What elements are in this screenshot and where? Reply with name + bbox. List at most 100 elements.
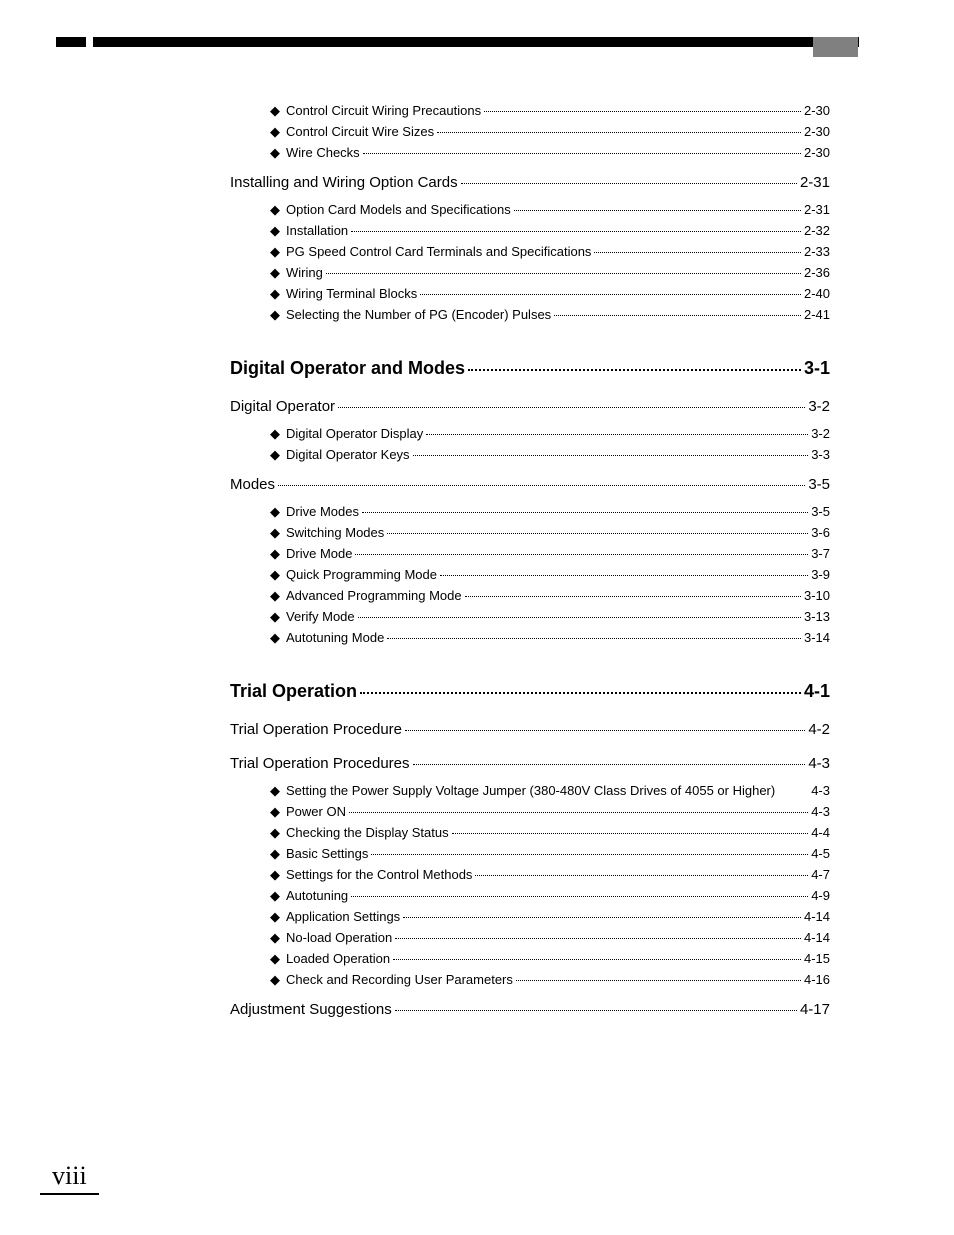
toc-label: Advanced Programming Mode	[286, 585, 462, 606]
toc-sub-item: ◆Basic Settings4-5	[270, 843, 830, 864]
leader-dots	[405, 730, 805, 731]
toc-sub-item: ◆Drive Modes3-5	[270, 501, 830, 522]
toc-label: Installation	[286, 220, 348, 241]
toc-chapter-item: 4 Trial Operation4-1	[230, 676, 830, 706]
toc-page: 3-14	[804, 627, 830, 648]
toc-sub-item: ◆Quick Programming Mode3-9	[270, 564, 830, 585]
toc-page: 2-41	[804, 304, 830, 325]
toc-page: 3-5	[808, 471, 830, 499]
toc-page: 4-15	[804, 948, 830, 969]
toc-sub-item: ◆Verify Mode3-13	[270, 606, 830, 627]
toc-label: Wiring	[286, 262, 323, 283]
toc-sub-item: ◆Control Circuit Wiring Precautions2-30	[270, 100, 830, 121]
page-number-box: viii	[40, 1157, 99, 1195]
toc-page: 3-5	[811, 501, 830, 522]
diamond-icon: ◆	[270, 220, 280, 241]
toc-page: 2-30	[804, 142, 830, 163]
toc-page: 4-14	[804, 927, 830, 948]
top-border-left	[56, 37, 86, 47]
toc-page: 4-3	[808, 750, 830, 778]
toc-sub-item: ◆Loaded Operation4-15	[270, 948, 830, 969]
toc-label: Trial Operation Procedure	[230, 716, 402, 744]
diamond-icon: ◆	[270, 543, 280, 564]
leader-dots	[437, 132, 801, 133]
toc-sub-item: ◆ Autotuning Mode 3-14	[270, 627, 830, 648]
leader-dots	[387, 638, 801, 639]
toc-label: Digital Operator and Modes	[230, 353, 465, 383]
leader-dots	[594, 252, 801, 253]
toc-label: Autotuning	[286, 885, 348, 906]
leader-dots	[461, 183, 797, 184]
leader-dots	[465, 596, 801, 597]
leader-dots	[514, 210, 801, 211]
toc-sub-item: ◆Settings for the Control Methods4-7	[270, 864, 830, 885]
toc-page: 2-30	[804, 100, 830, 121]
toc-sub-item: ◆Power ON4-3	[270, 801, 830, 822]
diamond-icon: ◆	[270, 885, 280, 906]
leader-dots	[326, 273, 801, 274]
diamond-icon: ◆	[270, 606, 280, 627]
toc-section-item: Installing and Wiring Option Cards 2-31	[230, 169, 830, 197]
diamond-icon: ◆	[270, 564, 280, 585]
toc-label: Drive Modes	[286, 501, 359, 522]
toc-page: 4-5	[811, 843, 830, 864]
leader-dots	[395, 938, 801, 939]
toc-page: 4-2	[808, 716, 830, 744]
leader-dots	[516, 980, 801, 981]
diamond-icon: ◆	[270, 121, 280, 142]
diamond-icon: ◆	[270, 304, 280, 325]
toc-sub-item: ◆PG Speed Control Card Terminals and Spe…	[270, 241, 830, 262]
toc-page: 2-31	[800, 169, 830, 197]
diamond-icon: ◆	[270, 444, 280, 465]
toc-page: 4-17	[800, 996, 830, 1024]
toc-sub-item: ◆Wire Checks2-30	[270, 142, 830, 163]
toc-section-item: Adjustment Suggestions 4-17	[230, 996, 830, 1024]
toc-section-item: Trial Operation Procedures4-3	[230, 750, 830, 778]
diamond-icon: ◆	[270, 822, 280, 843]
toc-section-item: Modes3-5	[230, 471, 830, 499]
diamond-icon: ◆	[270, 627, 280, 648]
leader-dots	[426, 434, 808, 435]
leader-dots	[440, 575, 808, 576]
leader-dots	[395, 1010, 797, 1011]
toc-label: Autotuning Mode	[286, 627, 384, 648]
toc-label: Loaded Operation	[286, 948, 390, 969]
toc-page: 3-1	[804, 353, 830, 383]
leader-dots	[355, 554, 808, 555]
leader-dots	[278, 485, 805, 486]
toc-page: 2-33	[804, 241, 830, 262]
toc-sub-item: ◆Advanced Programming Mode3-10	[270, 585, 830, 606]
toc-page: 2-31	[804, 199, 830, 220]
toc-page: 3-3	[811, 444, 830, 465]
toc-content: ◆Control Circuit Wiring Precautions2-30 …	[230, 100, 830, 1026]
toc-label: Adjustment Suggestions	[230, 996, 392, 1024]
toc-label: Digital Operator	[230, 393, 335, 421]
toc-sub-item: ◆Installation2-32	[270, 220, 830, 241]
leader-dots	[413, 764, 806, 765]
diamond-icon: ◆	[270, 843, 280, 864]
toc-page: 4-16	[804, 969, 830, 990]
leader-dots	[371, 854, 808, 855]
toc-page: 3-13	[804, 606, 830, 627]
toc-sub-item: ◆Wiring2-36	[270, 262, 830, 283]
toc-page: 4-9	[811, 885, 830, 906]
toc-sub-item: ◆Switching Modes3-6	[270, 522, 830, 543]
leader-dots	[387, 533, 808, 534]
toc-sub-item: ◆Option Card Models and Specifications2-…	[270, 199, 830, 220]
toc-label: Installing and Wiring Option Cards	[230, 169, 458, 197]
diamond-icon: ◆	[270, 801, 280, 822]
leader-dots	[349, 812, 808, 813]
toc-label: Check and Recording User Parameters	[286, 969, 513, 990]
leader-dots	[360, 692, 801, 694]
toc-sub-item: ◆Application Settings4-14	[270, 906, 830, 927]
toc-page: 3-2	[811, 423, 830, 444]
diamond-icon: ◆	[270, 283, 280, 304]
toc-sub-item: ◆Drive Mode3-7	[270, 543, 830, 564]
toc-sub-item-long: ◆Setting the Power Supply Voltage Jumper…	[270, 780, 830, 801]
toc-section-item: Digital Operator3-2	[230, 393, 830, 421]
toc-sub-item: ◆Control Circuit Wire Sizes2-30	[270, 121, 830, 142]
leader-dots	[468, 369, 801, 371]
toc-page: 4-14	[804, 906, 830, 927]
toc-page: 4-3	[811, 780, 830, 801]
diamond-icon: ◆	[270, 927, 280, 948]
